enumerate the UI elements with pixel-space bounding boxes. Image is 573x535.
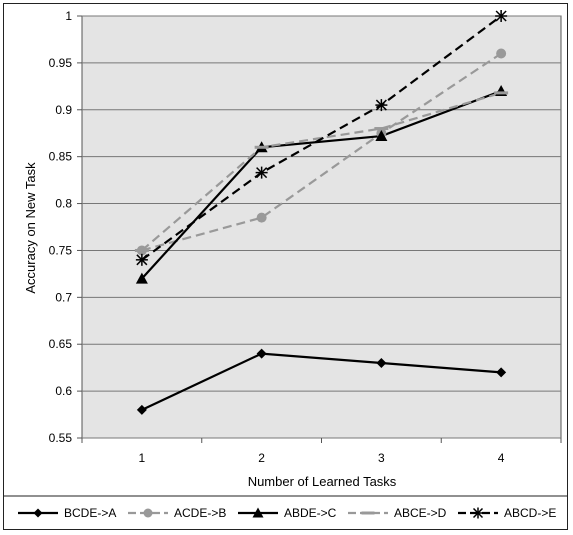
legend-item: ACDE->B xyxy=(128,506,226,520)
y-tick-label: 1 xyxy=(65,9,72,23)
legend-label: BCDE->A xyxy=(64,506,116,520)
x-tick-label: 2 xyxy=(258,451,265,465)
series-line-BCDE->A xyxy=(141,352,502,411)
circle-marker xyxy=(256,212,267,223)
circle-marker xyxy=(143,508,153,518)
x-tick-label: 4 xyxy=(498,451,505,465)
series-line-ABDE->C xyxy=(141,89,502,280)
series-markers xyxy=(134,10,509,415)
y-tick-label: 0.55 xyxy=(49,431,73,445)
triangle-marker xyxy=(375,130,388,142)
asterisk-marker xyxy=(255,166,268,179)
asterisk-marker xyxy=(375,99,388,112)
x-axis-label: Number of Learned Tasks xyxy=(248,474,397,489)
asterisk-marker xyxy=(472,507,484,519)
asterisk-marker xyxy=(135,253,148,266)
triangle-marker xyxy=(135,272,148,284)
legend-item: ABDE->C xyxy=(238,506,337,520)
diamond-marker xyxy=(256,348,267,359)
diamond-marker xyxy=(496,367,507,378)
y-tick-label: 0.85 xyxy=(49,150,73,164)
y-tick-label: 0.65 xyxy=(49,337,73,351)
circle-marker xyxy=(496,48,507,59)
legend-item: ABCE->D xyxy=(348,506,447,520)
legend: BCDE->A ACDE->B ABDE->C ABCE->D ABCD->E xyxy=(18,506,556,520)
diamond-marker xyxy=(136,404,147,415)
series-lines xyxy=(141,15,502,411)
y-axis-ticks: 0.55 0.6 0.65 0.7 0.75 0.8 0.85 0.9 0.95 1 xyxy=(49,9,82,445)
x-tick-label: 3 xyxy=(378,451,385,465)
legend-label: ABDE->C xyxy=(284,506,337,520)
legend-item: BCDE->A xyxy=(18,506,116,520)
legend-item: ABCD->E xyxy=(458,506,556,520)
legend-label: ACDE->B xyxy=(174,506,226,520)
y-tick-label: 0.6 xyxy=(55,384,72,398)
y-tick-label: 0.95 xyxy=(49,56,73,70)
legend-label: ABCD->E xyxy=(504,506,556,520)
triangle-marker xyxy=(252,507,264,518)
y-axis-label: Accuracy on New Task xyxy=(23,162,38,294)
legend-label: ABCE->D xyxy=(394,506,447,520)
series-line-ACDE->B xyxy=(141,52,502,252)
series-line-ABCD->E xyxy=(141,15,502,261)
y-tick-label: 0.7 xyxy=(55,290,72,304)
y-tick-label: 0.8 xyxy=(55,197,72,211)
y-tick-label: 0.75 xyxy=(49,243,73,257)
plot-area xyxy=(81,15,562,439)
y-tick-label: 0.9 xyxy=(55,103,72,117)
x-tick-label: 1 xyxy=(139,451,146,465)
diamond-marker xyxy=(33,508,43,518)
asterisk-marker xyxy=(495,10,508,22)
x-axis-ticks: 1 2 3 4 xyxy=(81,438,562,465)
diamond-marker xyxy=(376,357,387,368)
grid-lines xyxy=(82,15,561,439)
